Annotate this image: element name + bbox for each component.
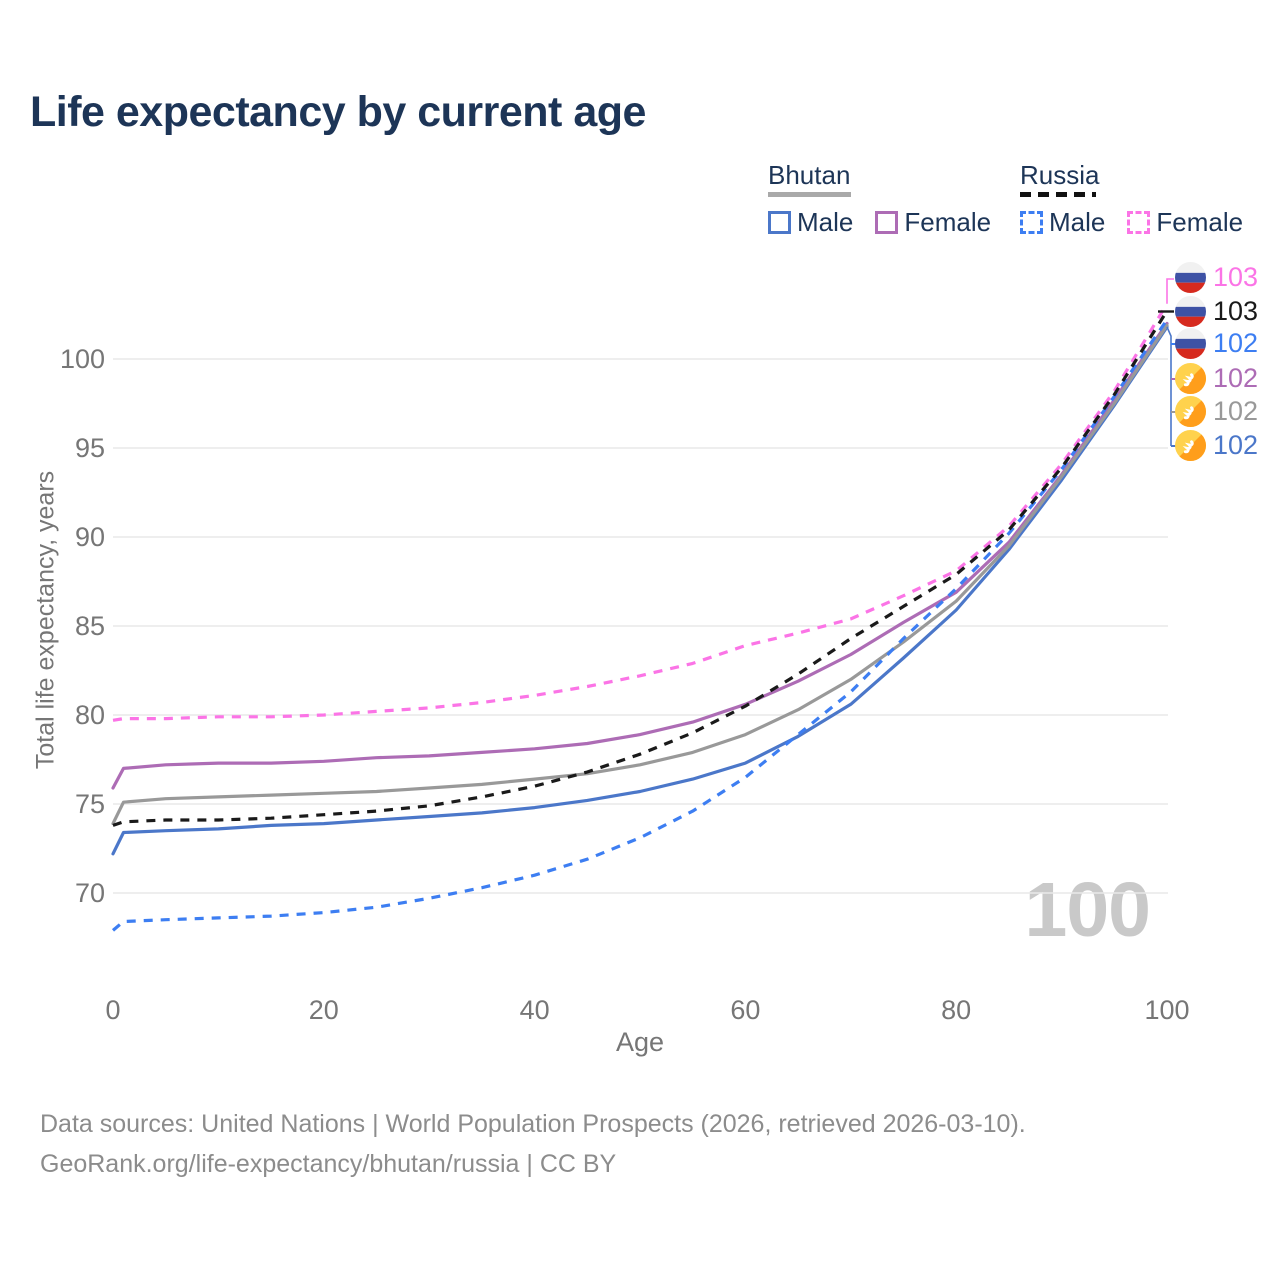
line-russia-both[interactable] bbox=[112, 310, 1169, 827]
end-label-value: 102 bbox=[1213, 363, 1259, 393]
bhutan-flag-icon bbox=[1175, 430, 1206, 461]
y-tick-label: 100 bbox=[59, 344, 105, 374]
legend-item-label: Male bbox=[1049, 207, 1106, 237]
y-tick-label: 95 bbox=[74, 433, 105, 463]
russia-male-swatch-icon bbox=[1020, 211, 1043, 234]
bhutan-flag-icon bbox=[1175, 396, 1206, 427]
y-tick-label: 75 bbox=[74, 789, 105, 819]
russia-flag-icon bbox=[1175, 262, 1206, 293]
leader-bracket bbox=[1166, 326, 1172, 446]
x-tick-label: 80 bbox=[941, 995, 972, 1025]
page-title: Life expectancy by current age bbox=[30, 88, 646, 136]
age-counter-watermark: 100 bbox=[1024, 867, 1151, 953]
legend-item-russia-male[interactable]: Male bbox=[1020, 207, 1105, 238]
x-tick-label: 100 bbox=[1144, 995, 1190, 1025]
y-tick-label: 85 bbox=[74, 611, 105, 641]
end-label-value: 103 bbox=[1213, 296, 1259, 326]
end-label-russia-both[interactable]: 103 bbox=[1175, 296, 1258, 327]
x-tick-label: 60 bbox=[730, 995, 761, 1025]
y-tick-label: 80 bbox=[74, 700, 105, 730]
x-tick-label: 40 bbox=[519, 995, 550, 1025]
legend-group-russia: Russia Male Female bbox=[1020, 160, 1243, 238]
footer-data-sources: Data sources: United Nations | World Pop… bbox=[40, 1110, 1026, 1138]
legend-underline-bhutan-solid bbox=[768, 192, 851, 197]
line-bhutan-male[interactable] bbox=[111, 325, 1169, 856]
x-axis-title: Age bbox=[615, 1027, 665, 1057]
russia-flag-icon bbox=[1175, 328, 1206, 359]
end-label-value: 102 bbox=[1213, 396, 1259, 426]
y-tick-label: 70 bbox=[74, 878, 105, 908]
line-bhutan-both[interactable] bbox=[111, 323, 1169, 826]
bhutan-male-swatch-icon bbox=[768, 211, 791, 234]
russia-female-swatch-icon bbox=[1127, 211, 1151, 234]
footer-attribution: GeoRank.org/life-expectancy/bhutan/russi… bbox=[40, 1150, 617, 1178]
end-label-bhutan-both[interactable]: 102 bbox=[1175, 396, 1258, 427]
bhutan-female-swatch-icon bbox=[875, 211, 899, 234]
end-label-bhutan-female[interactable]: 102 bbox=[1175, 363, 1258, 394]
legend-item-bhutan-male[interactable]: Male bbox=[768, 207, 853, 238]
end-label-bhutan-male[interactable]: 102 bbox=[1175, 430, 1258, 461]
russia-flag-icon bbox=[1175, 296, 1206, 327]
legend-item-label: Male bbox=[797, 207, 854, 237]
legend-item-label: Female bbox=[904, 207, 992, 237]
legend-country-russia[interactable]: Russia bbox=[1020, 160, 1100, 190]
legend-item-label: Female bbox=[1156, 207, 1244, 237]
line-russia-female[interactable] bbox=[112, 302, 1169, 722]
line-russia-male[interactable] bbox=[111, 318, 1169, 932]
end-label-value: 102 bbox=[1213, 430, 1259, 460]
end-label-value: 103 bbox=[1213, 262, 1259, 292]
end-label-russia-male[interactable]: 102 bbox=[1175, 328, 1258, 359]
bhutan-flag-icon bbox=[1175, 363, 1206, 394]
line-bhutan-female[interactable] bbox=[111, 321, 1169, 790]
legend-item-bhutan-female[interactable]: Female bbox=[875, 207, 991, 238]
legend-underline-russia-dashed bbox=[1020, 192, 1096, 197]
legend-country-bhutan[interactable]: Bhutan bbox=[768, 160, 851, 190]
end-label-value: 102 bbox=[1213, 328, 1259, 358]
legend-group-bhutan: Bhutan Male Female bbox=[768, 160, 991, 238]
x-tick-label: 0 bbox=[105, 995, 121, 1025]
leader-line-russia-female bbox=[1166, 278, 1174, 304]
legend-item-russia-female[interactable]: Female bbox=[1127, 207, 1243, 238]
y-tick-label: 90 bbox=[74, 522, 105, 552]
end-label-russia-female[interactable]: 103 bbox=[1175, 262, 1258, 293]
y-axis-title: Total life expectancy, years bbox=[31, 470, 60, 770]
x-tick-label: 20 bbox=[308, 995, 339, 1025]
